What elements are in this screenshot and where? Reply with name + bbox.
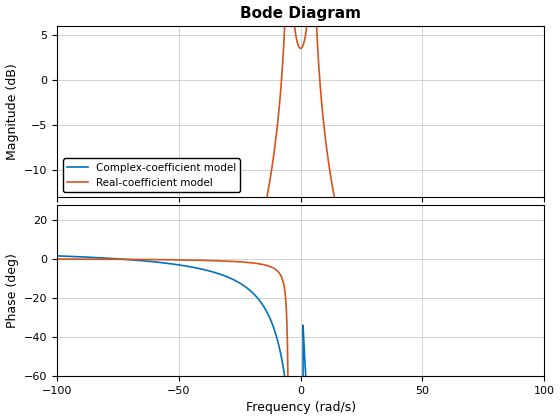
Real-coefficient model bbox=[114, 257, 120, 262]
Y-axis label: Magnitude (dB): Magnitude (dB) bbox=[6, 63, 18, 160]
Line: Real-coefficient model: Real-coefficient model bbox=[57, 259, 544, 420]
Line: Real-coefficient model: Real-coefficient model bbox=[57, 0, 544, 420]
Line: Complex-coefficient model: Complex-coefficient model bbox=[57, 266, 544, 420]
Real-coefficient model bbox=[364, 310, 371, 315]
X-axis label: Frequency (rad/s): Frequency (rad/s) bbox=[246, 402, 356, 415]
Complex-coefficient model bbox=[65, 254, 72, 259]
Complex-coefficient model bbox=[54, 253, 60, 258]
Title: Bode Diagram: Bode Diagram bbox=[240, 5, 361, 21]
Complex-coefficient model bbox=[290, 264, 296, 269]
Y-axis label: Phase (deg): Phase (deg) bbox=[6, 253, 18, 328]
Complex-coefficient model bbox=[114, 256, 120, 261]
Complex-coefficient model bbox=[310, 318, 317, 323]
Real-coefficient model bbox=[65, 257, 72, 262]
Complex-coefficient model bbox=[364, 394, 371, 399]
Real-coefficient model bbox=[54, 257, 60, 262]
Legend: Complex-coefficient model, Real-coefficient model: Complex-coefficient model, Real-coeffici… bbox=[63, 158, 240, 192]
Line: Complex-coefficient model: Complex-coefficient model bbox=[57, 256, 544, 420]
